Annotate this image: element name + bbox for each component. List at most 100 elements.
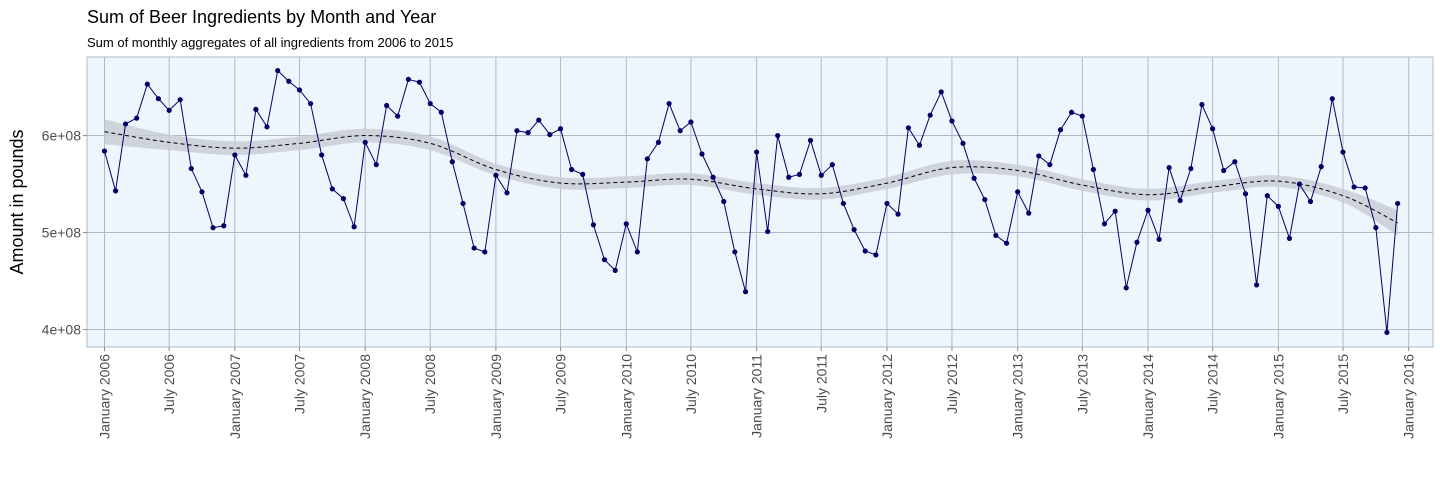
data-point — [296, 87, 303, 93]
x-tick-label: January 2013 — [1010, 354, 1026, 439]
data-point — [569, 166, 575, 173]
data-point — [427, 100, 433, 107]
data-point — [1329, 96, 1335, 102]
y-tick-label: 6e+08 — [42, 128, 82, 144]
data-point — [1145, 207, 1151, 213]
data-point — [775, 132, 781, 139]
data-point — [634, 249, 640, 255]
data-point — [742, 289, 749, 295]
data-point — [199, 189, 205, 195]
series-line — [104, 69, 1399, 333]
data-point — [493, 172, 499, 178]
data-point — [1057, 127, 1064, 133]
data-point — [1068, 109, 1075, 115]
data-point — [1188, 165, 1194, 172]
plot-panel — [86, 56, 1434, 348]
data-point — [1199, 101, 1205, 108]
data-point — [362, 139, 368, 145]
x-tick-label: July 2015 — [1335, 354, 1351, 414]
chart-title: Sum of Beer Ingredients by Month and Yea… — [87, 7, 436, 27]
data-point — [1318, 164, 1324, 170]
data-point — [112, 188, 119, 194]
data-point — [329, 186, 335, 192]
x-tick-label: January 2015 — [1270, 354, 1286, 439]
data-point — [1090, 166, 1096, 173]
data-point — [1307, 198, 1314, 205]
chart-subtitle: Sum of monthly aggregates of all ingredi… — [87, 35, 453, 50]
y-axis-ticks: 4e+08 5e+08 6e+08 — [42, 128, 87, 338]
data-point — [895, 211, 901, 217]
data-point — [1047, 162, 1053, 168]
data-point — [1296, 181, 1303, 187]
data-point — [765, 228, 771, 235]
data-point — [547, 131, 553, 138]
data-point — [840, 200, 846, 207]
data-point — [786, 174, 792, 180]
data-point — [1384, 329, 1390, 336]
data-point — [1210, 126, 1216, 132]
data-point — [438, 109, 444, 115]
data-point — [101, 148, 108, 154]
data-point — [1079, 113, 1085, 119]
data-point — [905, 125, 911, 131]
x-axis-ticks: January 2006 July 2006 January 2007 July 20… — [97, 347, 1417, 439]
data-point — [351, 224, 357, 230]
data-point — [264, 124, 270, 130]
data-point — [536, 117, 542, 123]
x-tick-label: July 2006 — [161, 354, 177, 414]
x-tick-label: January 2006 — [97, 354, 113, 439]
data-point — [514, 128, 520, 134]
data-point — [601, 257, 608, 263]
data-point — [1166, 164, 1172, 171]
data-point — [188, 165, 194, 172]
data-point — [1015, 189, 1021, 195]
confidence-band-area — [104, 119, 1398, 236]
data-point — [884, 200, 890, 207]
data-point — [818, 172, 824, 178]
data-point — [862, 248, 868, 254]
data-point — [699, 151, 705, 157]
data-point — [1242, 191, 1249, 197]
data-point — [580, 171, 586, 177]
x-tick-label: January 2007 — [227, 354, 243, 439]
x-tick-label: January 2016 — [1401, 354, 1417, 439]
x-tick-label: July 2013 — [1074, 354, 1090, 414]
data-point — [655, 139, 662, 145]
data-point — [449, 159, 455, 165]
data-point — [166, 107, 172, 113]
data-point — [851, 227, 857, 233]
data-point — [1253, 282, 1260, 288]
y-tick-label: 5e+08 — [42, 225, 82, 241]
data-point — [666, 100, 672, 107]
data-point — [1340, 149, 1346, 155]
data-point — [732, 249, 738, 255]
data-point — [1286, 235, 1293, 241]
data-point — [471, 245, 477, 251]
data-point — [482, 249, 488, 255]
x-tick-label: January 2008 — [357, 354, 373, 439]
data-point — [1156, 236, 1162, 242]
data-point — [710, 174, 716, 180]
data-point — [1232, 159, 1238, 165]
data-point — [122, 121, 129, 127]
data-point — [721, 198, 727, 205]
confidence-band — [104, 119, 1398, 236]
data-point — [557, 126, 564, 132]
data-point — [1275, 203, 1281, 209]
data-point — [796, 171, 803, 177]
data-point — [1177, 197, 1183, 204]
data-point — [319, 152, 325, 158]
data-point — [286, 78, 292, 84]
data-point — [1134, 239, 1140, 245]
data-point — [1221, 167, 1227, 174]
x-tick-label: July 2011 — [813, 354, 829, 413]
data-point — [210, 225, 216, 231]
data-point — [416, 79, 423, 85]
data-point — [873, 252, 879, 258]
data-point — [1026, 210, 1032, 216]
y-axis-label: Amount in pounds — [7, 129, 27, 274]
data-point — [612, 267, 618, 273]
y-tick-label: 4e+08 — [42, 322, 82, 338]
